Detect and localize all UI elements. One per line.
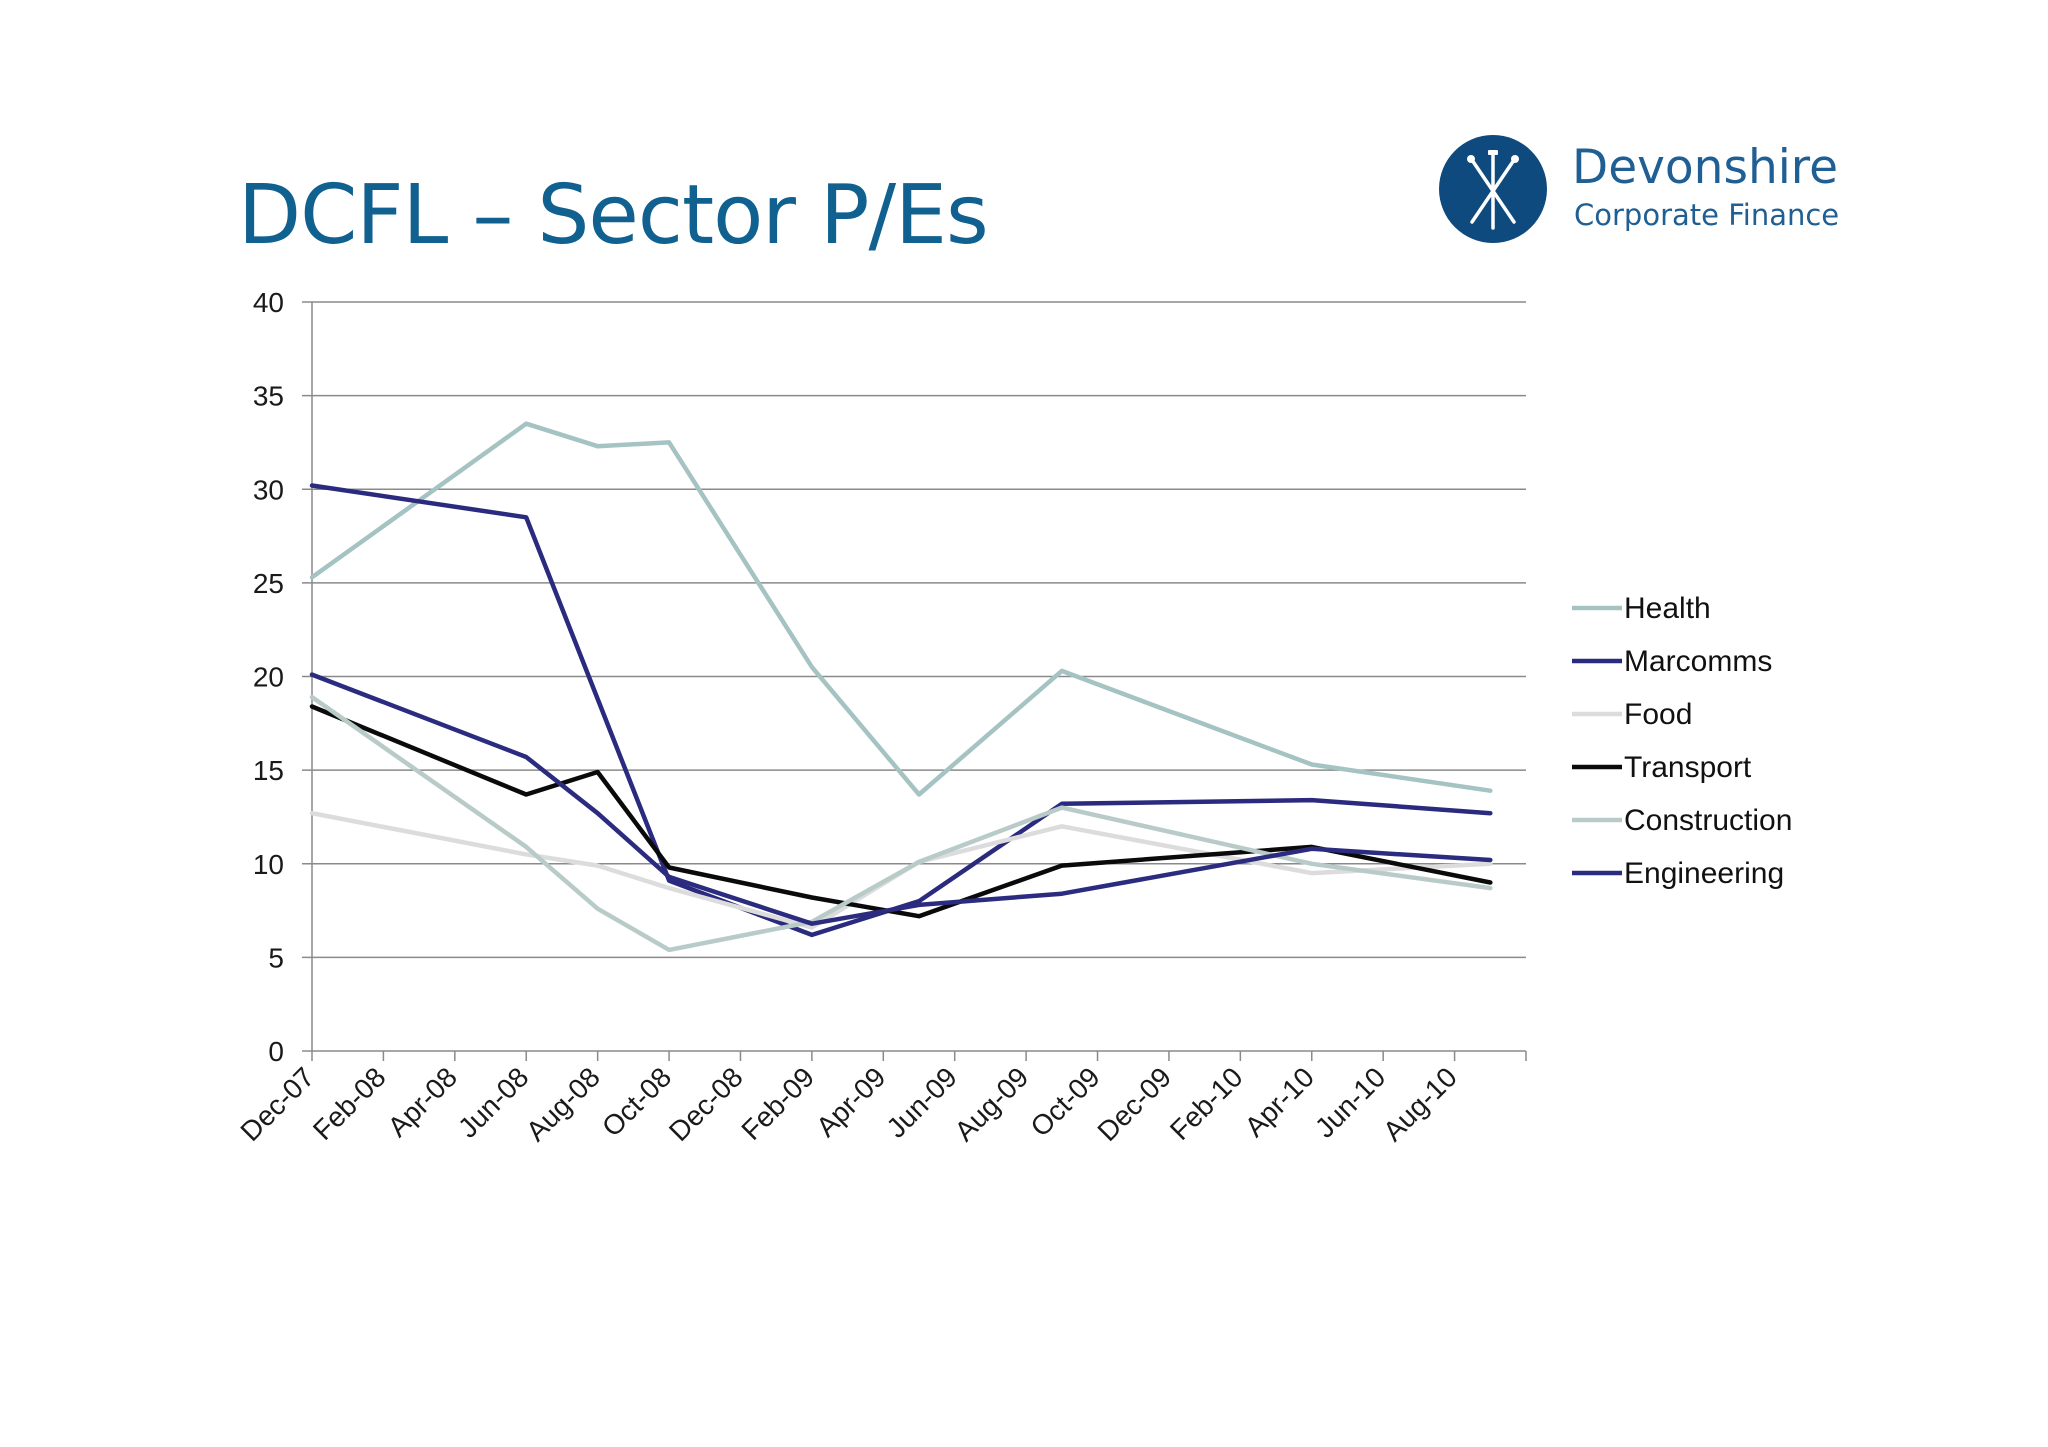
x-tick-label: Jun-10 [1309,1061,1391,1143]
x-tick-label: Aug-10 [1377,1061,1463,1147]
legend-label-construction: Construction [1624,804,1792,837]
x-tick-label: Aug-08 [520,1061,606,1147]
x-axis-ticks: Dec-07Feb-08Apr-08Jun-08Aug-08Oct-08Dec-… [234,1051,1527,1147]
x-tick-label: Apr-08 [382,1061,463,1142]
logo-name: Devonshire [1572,140,1839,195]
grid-lines [312,301,1526,959]
y-tick-label: 20 [253,662,284,693]
series-line-food [309,810,1493,930]
legend-label-food: Food [1624,698,1692,731]
y-axis-ticks: 0 5 10 15 20 25 30 35 40 [253,287,312,1067]
x-tick-label: Dec-09 [1091,1061,1177,1147]
logo-tagline: Corporate Finance [1574,198,1840,232]
chart-legend: Health Marcomms Food Transport Construction E… [1572,592,1792,890]
legend-label-marcomms: Marcomms [1624,645,1772,678]
x-tick-label: Oct-09 [1024,1061,1105,1142]
x-tick-label: Dec-07 [234,1061,320,1147]
legend-label-engineering: Engineering [1624,857,1784,890]
page-title: DCFL – Sector P/Es [238,168,989,263]
series-line-health [309,421,1493,797]
x-tick-label: Oct-08 [596,1061,677,1142]
legend-label-health: Health [1624,592,1711,625]
x-tick-label: Aug-09 [949,1061,1035,1147]
company-logo: Devonshire Corporate Finance [1438,132,1840,247]
crossed-nails-icon [1439,135,1547,243]
series-lines [309,421,1493,953]
x-tick-label: Feb-10 [1164,1061,1249,1146]
y-tick-label: 25 [253,568,284,599]
y-tick-label: 30 [253,474,284,505]
y-tick-label: 15 [253,755,284,786]
series-line-transport [309,704,1493,919]
x-tick-label: Apr-10 [1239,1061,1320,1142]
x-tick-label: Feb-09 [735,1061,820,1146]
x-tick-label: Jun-09 [880,1061,962,1143]
series-line-engineering [309,672,1493,926]
y-tick-label: 40 [253,287,284,318]
y-tick-label: 0 [268,1036,284,1067]
x-tick-label: Feb-08 [307,1061,392,1146]
x-tick-label: Dec-08 [663,1061,749,1147]
y-tick-label: 5 [268,942,284,973]
x-tick-label: Jun-08 [452,1061,534,1143]
series-line-marcomms [309,483,1493,938]
y-tick-label: 35 [253,381,284,412]
y-tick-label: 10 [253,849,284,880]
legend-label-transport: Transport [1624,751,1752,784]
x-tick-label: Apr-09 [810,1061,891,1142]
